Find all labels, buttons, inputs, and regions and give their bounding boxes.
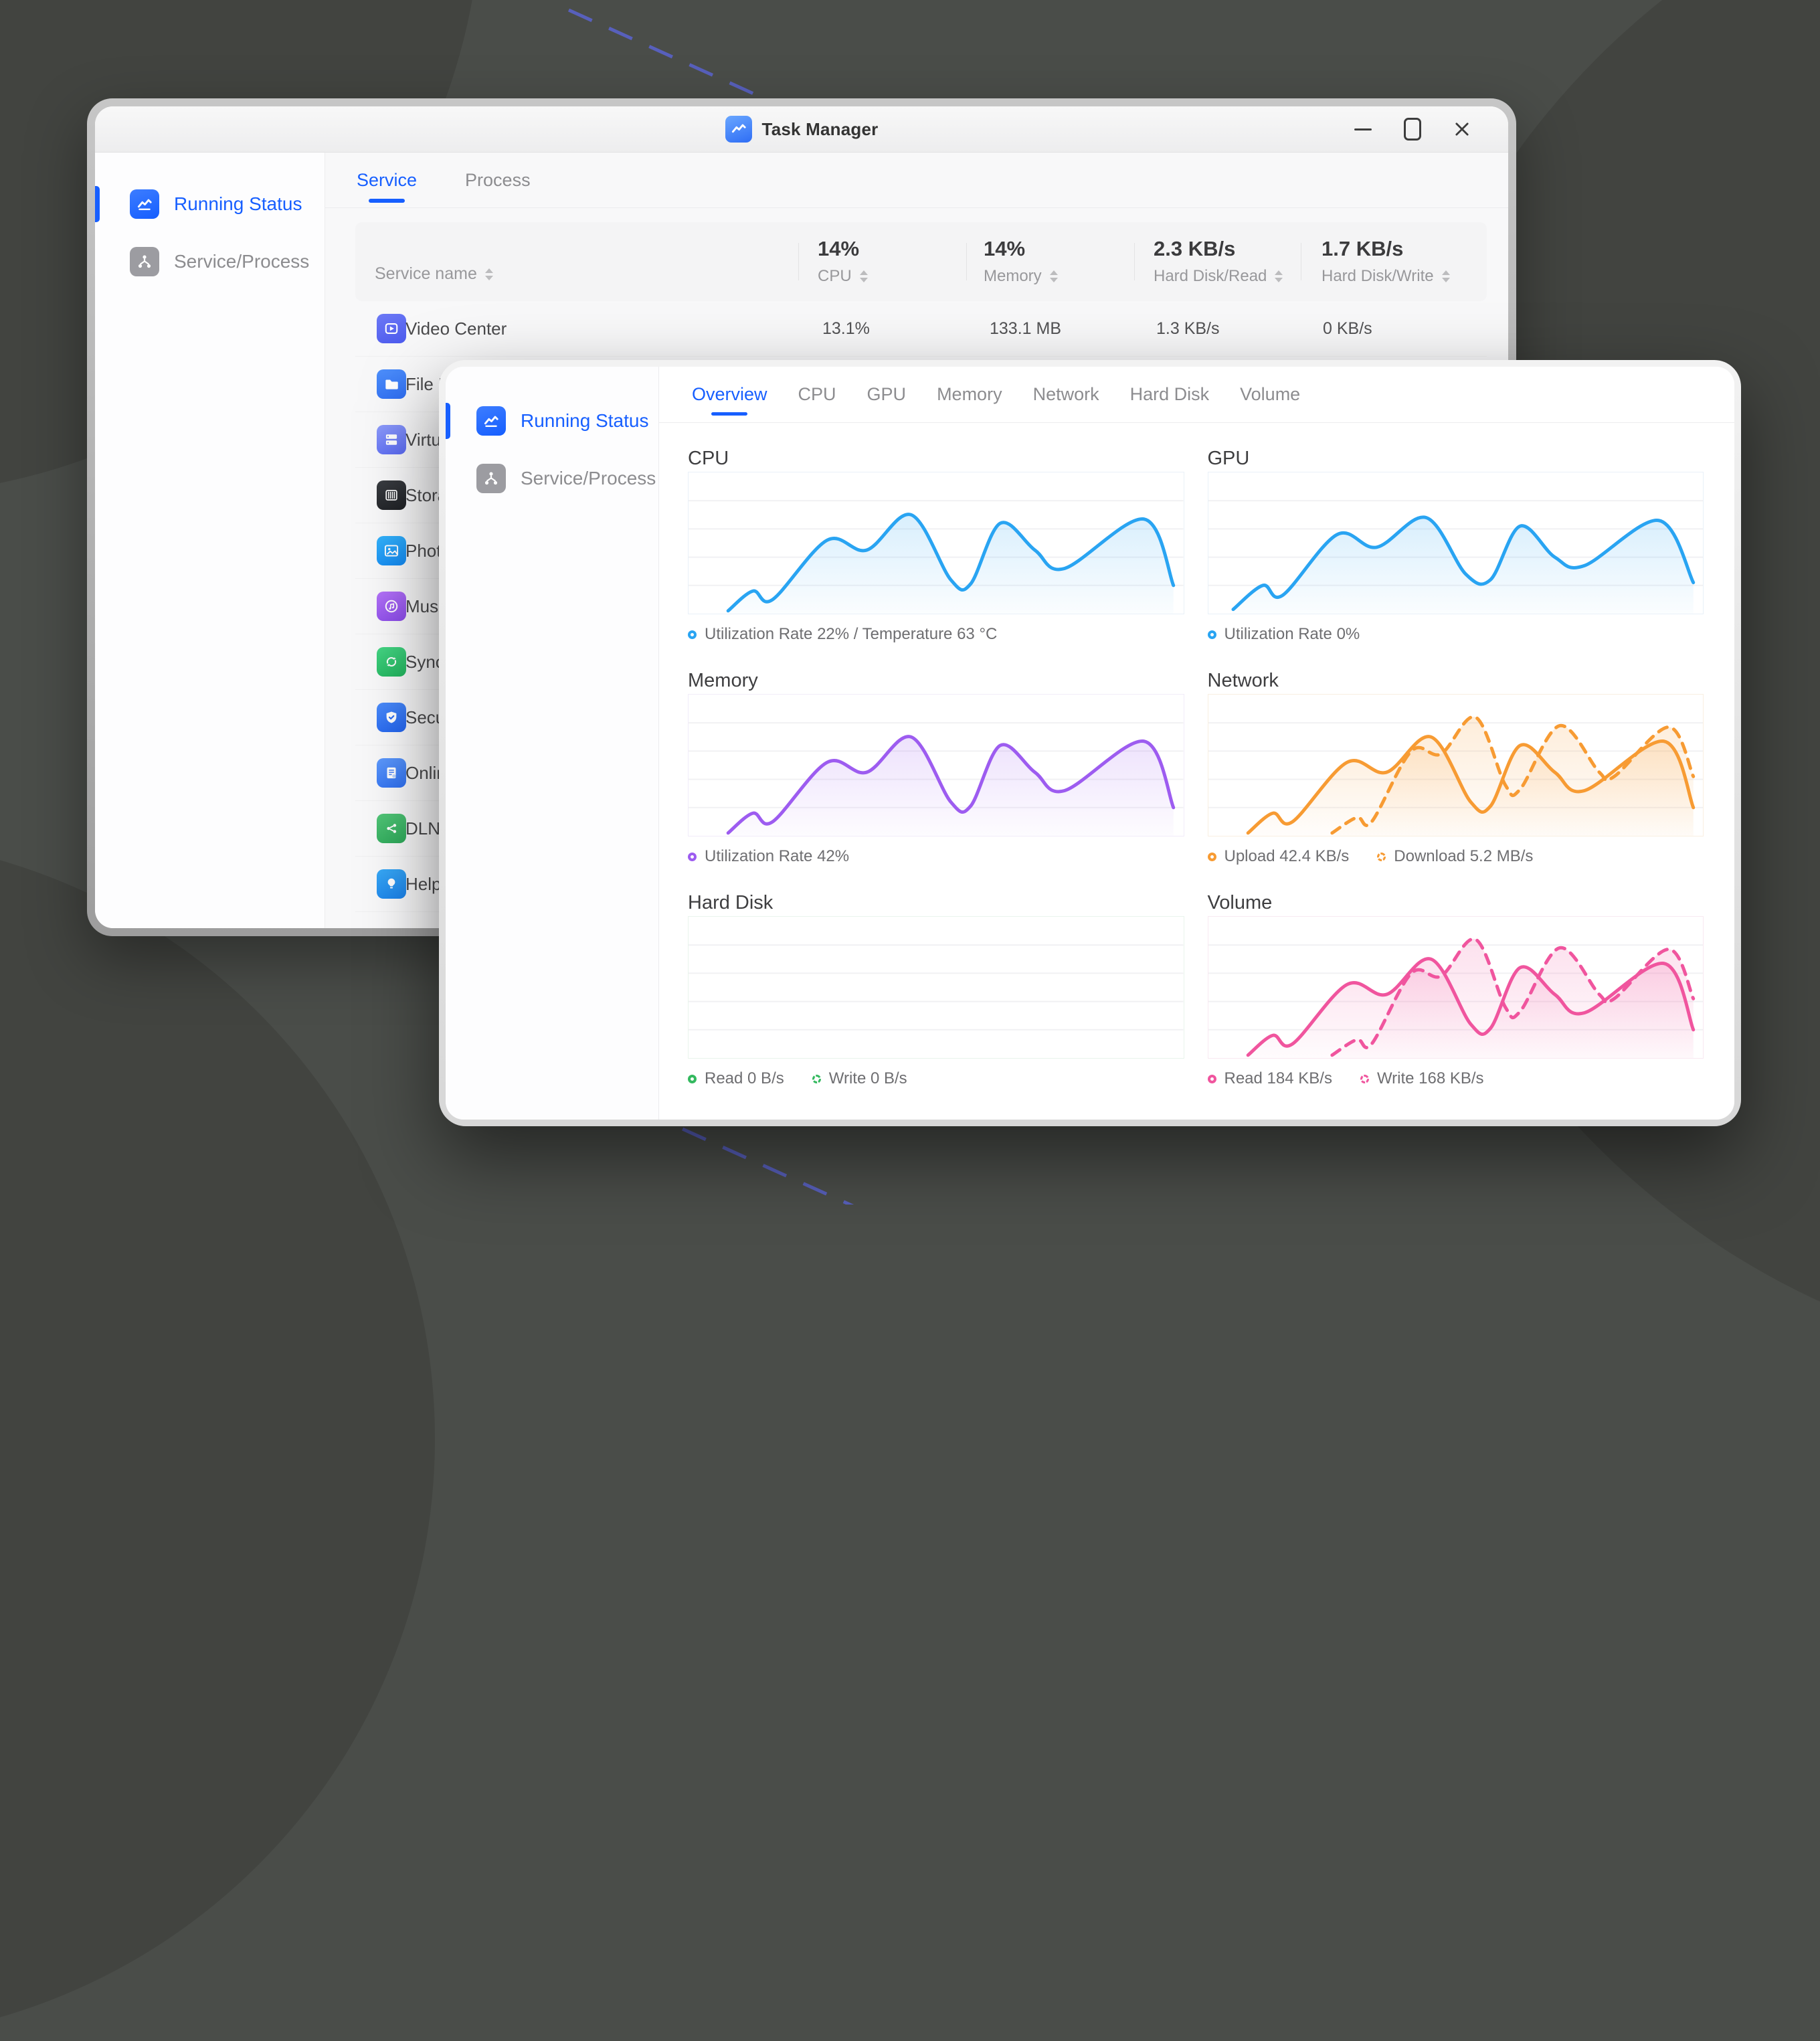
sort-icon[interactable] <box>1275 270 1283 282</box>
legend-volume-write: Write 168 KB/s <box>1360 1069 1484 1088</box>
legend-memory-utilization: Utilization Rate 42% <box>688 847 849 866</box>
series-dot-icon <box>1207 630 1216 639</box>
legend-cpu-utilization: Utilization Rate 22% / Temperature 63 °C <box>688 625 997 644</box>
legend-network-download: Download 5.2 MB/s <box>1377 847 1533 866</box>
sidebar: Running Status Service/Process <box>95 153 325 928</box>
series-dot-icon <box>688 1074 697 1083</box>
legend-network-upload: Upload 42.4 KB/s <box>1207 847 1349 866</box>
column-header-service-name[interactable]: Service name <box>375 264 493 284</box>
sidebar-item-running-status[interactable]: Running Status <box>446 392 658 450</box>
virtual-machine-icon <box>377 425 406 454</box>
table-header: Service name 14% CPU 14% <box>355 222 1487 301</box>
window-title: Task Manager <box>761 118 879 139</box>
photos-icon <box>377 536 406 565</box>
maximize-icon[interactable] <box>1401 118 1424 141</box>
tab-network[interactable]: Network <box>1032 384 1099 404</box>
task-manager-app-icon <box>725 116 752 143</box>
sync-icon <box>377 647 406 677</box>
column-header-hard-disk-write[interactable]: 1.7 KB/s Hard Disk/Write <box>1322 237 1450 286</box>
active-indicator <box>95 186 100 222</box>
org-tree-icon <box>476 464 506 493</box>
tabbar: Service Process <box>325 153 1508 208</box>
video-center-icon <box>377 314 406 343</box>
titlebar[interactable]: Task Manager <box>95 106 1508 153</box>
legend-hard-disk-read: Read 0 B/s <box>688 1069 784 1088</box>
task-manager-window-front: Running Status Service/Process Overview … <box>439 360 1741 1126</box>
sidebar-item-running-status[interactable]: Running Status <box>95 175 325 233</box>
network-chart <box>1207 694 1704 836</box>
section-hard-disk: Hard Disk Read 0 B/s Write 0 B/s <box>688 867 1184 1089</box>
cpu-chart <box>688 472 1184 614</box>
storage-manager-icon <box>377 480 406 510</box>
column-divider <box>1134 243 1135 280</box>
tab-active-underline <box>369 198 405 203</box>
legend-hard-disk-write: Write 0 B/s <box>812 1069 907 1088</box>
online-doc-icon <box>377 758 406 788</box>
security-icon <box>377 703 406 732</box>
active-indicator <box>446 403 450 439</box>
section-title: Hard Disk <box>688 891 774 913</box>
sidebar-item-service-process[interactable]: Service/Process <box>95 233 325 290</box>
series-dashed-dot-icon <box>1377 852 1386 861</box>
section-memory: Memory Utilization Rate 42% <box>688 645 1184 867</box>
tab-memory[interactable]: Memory <box>937 384 1002 404</box>
column-header-memory[interactable]: 14% Memory <box>984 237 1058 286</box>
tab-cpu[interactable]: CPU <box>798 384 836 404</box>
series-dot-icon <box>688 630 697 639</box>
gpu-chart <box>1207 472 1704 614</box>
legend-volume-read: Read 184 KB/s <box>1207 1069 1332 1088</box>
minimize-icon[interactable] <box>1352 118 1374 141</box>
tab-volume[interactable]: Volume <box>1240 384 1301 404</box>
section-title: Network <box>1207 669 1279 691</box>
sidebar: Running Status Service/Process <box>446 367 659 1120</box>
column-header-hard-disk-read[interactable]: 2.3 KB/s Hard Disk/Read <box>1154 237 1283 286</box>
section-gpu: GPU Utilization Rate 0% <box>1207 423 1704 645</box>
org-tree-icon <box>130 247 159 276</box>
section-volume: Volume Read 184 KB/s Write 168 KB <box>1207 867 1704 1089</box>
sort-icon[interactable] <box>1049 270 1058 282</box>
series-dot-icon <box>1207 1074 1216 1083</box>
section-cpu: CPU Utilization Rate 22% / Temperature 6… <box>688 423 1184 645</box>
sidebar-item-label: Running Status <box>174 193 302 214</box>
memory-chart <box>688 694 1184 836</box>
overview-tabbar: Overview CPU GPU Memory Network Hard Dis… <box>659 367 1734 423</box>
sort-icon[interactable] <box>859 270 868 282</box>
sidebar-item-label: Service/Process <box>174 251 310 272</box>
column-header-cpu[interactable]: 14% CPU <box>818 237 868 286</box>
tab-gpu[interactable]: GPU <box>867 384 907 404</box>
tab-hard-disk[interactable]: Hard Disk <box>1129 384 1210 404</box>
line-chart-icon <box>130 189 159 219</box>
section-title: CPU <box>688 447 729 469</box>
help-icon <box>377 869 406 899</box>
series-dot-icon <box>688 852 697 861</box>
sort-icon[interactable] <box>484 268 493 280</box>
file-manager-icon <box>377 369 406 399</box>
background-dashed-lines <box>567 8 854 1205</box>
volume-chart <box>1207 916 1704 1059</box>
close-icon[interactable] <box>1451 118 1473 141</box>
line-chart-icon <box>476 406 506 436</box>
series-dot-icon <box>1207 852 1216 861</box>
column-divider <box>798 243 799 280</box>
tab-process[interactable]: Process <box>465 169 531 190</box>
legend-gpu-utilization: Utilization Rate 0% <box>1207 625 1360 644</box>
section-title: Memory <box>688 669 758 691</box>
sidebar-item-service-process[interactable]: Service/Process <box>446 450 658 507</box>
tab-service[interactable]: Service <box>355 166 418 203</box>
series-dashed-dot-icon <box>812 1074 821 1083</box>
series-dashed-dot-icon <box>1360 1074 1369 1083</box>
dlna-icon <box>377 814 406 843</box>
sidebar-item-label: Service/Process <box>521 468 656 489</box>
section-network: Network Upload 42.4 KB/s Download <box>1207 645 1704 867</box>
section-title: GPU <box>1207 447 1250 469</box>
sort-icon[interactable] <box>1441 270 1450 282</box>
music-icon <box>377 592 406 621</box>
tab-overview[interactable]: Overview <box>691 380 769 416</box>
section-title: Volume <box>1207 891 1273 913</box>
column-divider <box>966 243 967 280</box>
hard-disk-chart <box>688 916 1184 1059</box>
sidebar-item-label: Running Status <box>521 410 649 431</box>
table-row[interactable]: Video Center 13.1% 133.1 MB 1.3 KB/s 0 K… <box>355 301 1487 357</box>
